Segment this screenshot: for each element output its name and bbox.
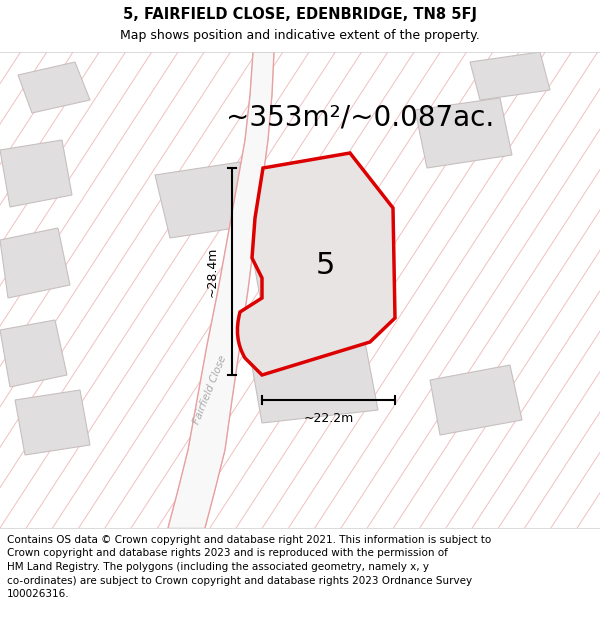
Text: ~353m²/~0.087ac.: ~353m²/~0.087ac. [226,104,494,132]
Text: ~28.4m: ~28.4m [205,246,218,297]
Polygon shape [430,365,522,435]
Polygon shape [470,52,550,100]
Polygon shape [415,98,512,168]
Text: HM Land Registry. The polygons (including the associated geometry, namely x, y: HM Land Registry. The polygons (includin… [7,562,429,572]
Text: Fairfield Close: Fairfield Close [191,354,229,426]
Polygon shape [0,228,70,298]
Text: 5: 5 [316,251,335,279]
Polygon shape [250,342,378,423]
Polygon shape [15,390,90,455]
Text: Map shows position and indicative extent of the property.: Map shows position and indicative extent… [120,29,480,42]
Polygon shape [0,140,72,207]
Polygon shape [248,218,360,325]
Polygon shape [0,320,67,387]
Polygon shape [18,62,90,113]
Text: Contains OS data © Crown copyright and database right 2021. This information is : Contains OS data © Crown copyright and d… [7,535,491,545]
Text: 100026316.: 100026316. [7,589,70,599]
Text: ~22.2m: ~22.2m [304,411,353,424]
Polygon shape [155,162,255,238]
Text: co-ordinates) are subject to Crown copyright and database rights 2023 Ordnance S: co-ordinates) are subject to Crown copyr… [7,576,472,586]
Text: Crown copyright and database rights 2023 and is reproduced with the permission o: Crown copyright and database rights 2023… [7,549,448,559]
PathPatch shape [238,153,395,375]
Polygon shape [168,52,274,528]
Text: 5, FAIRFIELD CLOSE, EDENBRIDGE, TN8 5FJ: 5, FAIRFIELD CLOSE, EDENBRIDGE, TN8 5FJ [123,8,477,22]
